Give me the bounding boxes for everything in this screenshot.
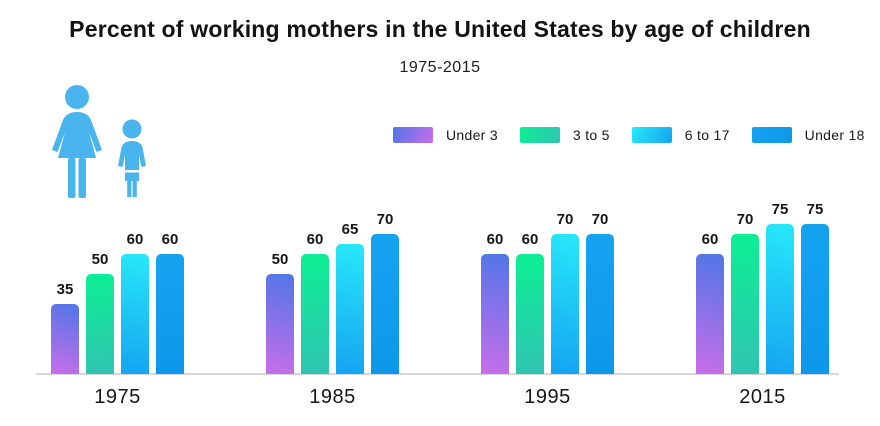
legend-swatch-6-to-17-icon	[631, 127, 672, 143]
bar-under-3-2015	[696, 254, 724, 374]
legend-label: Under 3	[446, 127, 498, 143]
bar-wrap: 60	[516, 232, 544, 374]
bar-value-label: 60	[701, 231, 719, 248]
legend-item-under-18: Under 18	[751, 127, 865, 143]
year-label-1975: 1975	[94, 386, 141, 408]
bar-group-2015: 60 70 75 75	[696, 202, 829, 374]
year-label-1985: 1985	[309, 386, 356, 408]
bar-value-label: 60	[486, 231, 504, 248]
bar-3-to-5-2015	[731, 234, 759, 374]
legend-item-6-to-17: 6 to 17	[631, 127, 730, 143]
bar-value-label: 70	[591, 211, 609, 228]
page-subtitle: 1975-2015	[399, 59, 481, 76]
bar-group-1985: 50 60 65 70	[266, 212, 399, 374]
year-label-1995: 1995	[524, 386, 571, 408]
bar-under-18-1975	[156, 254, 184, 374]
bar-wrap: 75	[766, 202, 794, 374]
bar-wrap: 70	[371, 212, 399, 374]
legend-swatch-3-to-5-icon	[519, 127, 560, 143]
bar-6-to-17-2015	[766, 224, 794, 374]
bar-value-label: 75	[771, 201, 789, 218]
bar-value-label: 70	[376, 211, 394, 228]
bar-wrap: 75	[801, 202, 829, 374]
bar-wrap: 60	[121, 232, 149, 374]
bar-wrap: 35	[51, 282, 79, 374]
bar-value-label: 35	[56, 281, 74, 298]
legend-swatch-under-18-icon	[751, 127, 792, 143]
bar-wrap: 60	[156, 232, 184, 374]
bar-value-label: 60	[306, 231, 324, 248]
bar-6-to-17-1985	[336, 244, 364, 374]
bar-wrap: 70	[731, 212, 759, 374]
bar-wrap: 50	[266, 252, 294, 374]
bar-wrap: 60	[481, 232, 509, 374]
bar-value-label: 70	[556, 211, 574, 228]
bar-3-to-5-1975	[86, 274, 114, 374]
x-axis-line	[36, 373, 839, 375]
bar-wrap: 50	[86, 252, 114, 374]
bar-3-to-5-1985	[301, 254, 329, 374]
bar-wrap: 65	[336, 222, 364, 374]
legend-label: 3 to 5	[572, 127, 610, 143]
bar-value-label: 65	[341, 221, 359, 238]
bar-value-label: 50	[271, 251, 289, 268]
legend-label: Under 18	[804, 127, 865, 143]
year-label-2015: 2015	[739, 386, 786, 408]
bar-3-to-5-1995	[516, 254, 544, 374]
bar-value-label: 75	[806, 201, 824, 218]
page-title: Percent of working mothers in the United…	[69, 16, 811, 42]
bar-wrap: 60	[696, 232, 724, 374]
bar-under-3-1995	[481, 254, 509, 374]
bar-group-1995: 60 60 70 70	[481, 212, 614, 374]
bar-wrap: 70	[551, 212, 579, 374]
bar-under-3-1975	[51, 304, 79, 374]
bar-wrap: 70	[586, 212, 614, 374]
legend-label: 6 to 17	[684, 127, 730, 143]
mother-and-child-icon	[44, 84, 164, 199]
bar-under-18-1995	[586, 234, 614, 374]
bar-value-label: 60	[161, 231, 179, 248]
bar-under-3-1985	[266, 274, 294, 374]
bar-group-1975: 35 50 60 60	[51, 232, 184, 374]
bar-6-to-17-1995	[551, 234, 579, 374]
bar-under-18-1985	[371, 234, 399, 374]
legend-item-under-3: Under 3	[393, 127, 498, 143]
legend-swatch-under-3-icon	[393, 127, 433, 143]
bar-value-label: 50	[91, 251, 109, 268]
bar-under-18-2015	[801, 224, 829, 374]
legend-item-3-to-5: 3 to 5	[519, 127, 610, 143]
legend: Under 3 3 to 5 6 to 17 Under 18	[393, 127, 865, 143]
bar-wrap: 60	[301, 232, 329, 374]
bar-6-to-17-1975	[121, 254, 149, 374]
bar-value-label: 70	[736, 211, 754, 228]
bar-value-label: 60	[126, 231, 144, 248]
bar-value-label: 60	[521, 231, 539, 248]
